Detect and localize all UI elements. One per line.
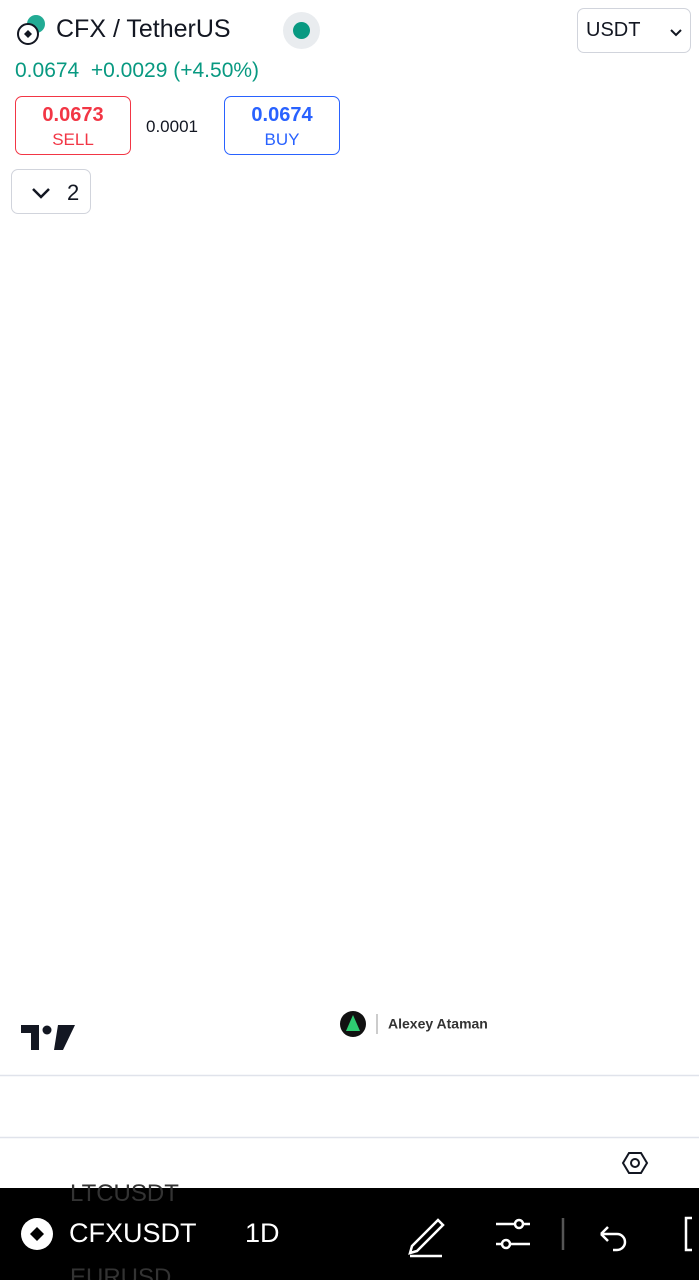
- toolbar-symbol[interactable]: CFXUSDT: [69, 1218, 197, 1248]
- currency: USDT: [586, 19, 641, 41]
- ghost-symbol: LTCUSDT: [70, 1180, 179, 1207]
- draw-icon[interactable]: [408, 1218, 445, 1255]
- settings-icon[interactable]: [621, 1152, 649, 1174]
- undo-icon[interactable]: [600, 1226, 627, 1252]
- settings-sliders[interactable]: [496, 1222, 530, 1246]
- tv-logo: [21, 1025, 75, 1050]
- price-change-percent: (+4.50%): [173, 59, 260, 82]
- interval[interactable]: 1D: [245, 1218, 280, 1248]
- sell-price: 0.0673: [42, 104, 104, 126]
- spread: 0.0001: [146, 117, 198, 136]
- buy-button[interactable]: 0.0674 BUY: [224, 96, 340, 155]
- indicators-toggle[interactable]: 2: [11, 169, 91, 214]
- fullscreen-icon[interactable]: [684, 1216, 692, 1252]
- symbol-title[interactable]: CFX / TetherUS: [56, 15, 231, 43]
- price-row: 0.0674 +0.0029 (+4.50%): [15, 59, 259, 83]
- watermark: Alexey Ataman: [340, 1011, 488, 1037]
- sell-label: SELL: [52, 130, 94, 149]
- chevron: [32, 188, 50, 199]
- buy-price: 0.0674: [251, 104, 313, 126]
- toolbar: LTCUSDT EURUSD CFXUSDT 1D: [0, 1180, 699, 1280]
- sell-button[interactable]: 0.0673 SELL: [15, 96, 131, 155]
- symbol-logo: [16, 14, 48, 46]
- toolbar-icons: [21, 1216, 692, 1258]
- market-status[interactable]: [283, 12, 320, 49]
- watermark-text: Alexey Ataman: [388, 1016, 488, 1032]
- price-change: +0.0029: [90, 59, 168, 82]
- buy-label: BUY: [264, 130, 300, 149]
- ghost-symbol: EURUSD: [70, 1264, 172, 1280]
- logo-icon: [17, 15, 45, 45]
- currency-select[interactable]: USDT: [577, 8, 691, 53]
- chevron: [670, 29, 682, 37]
- status-dot: [293, 22, 310, 39]
- indicators-count: 2: [67, 180, 80, 205]
- last-price: 0.0674: [15, 59, 80, 82]
- chart: Alexey Ataman: [0, 1011, 699, 1174]
